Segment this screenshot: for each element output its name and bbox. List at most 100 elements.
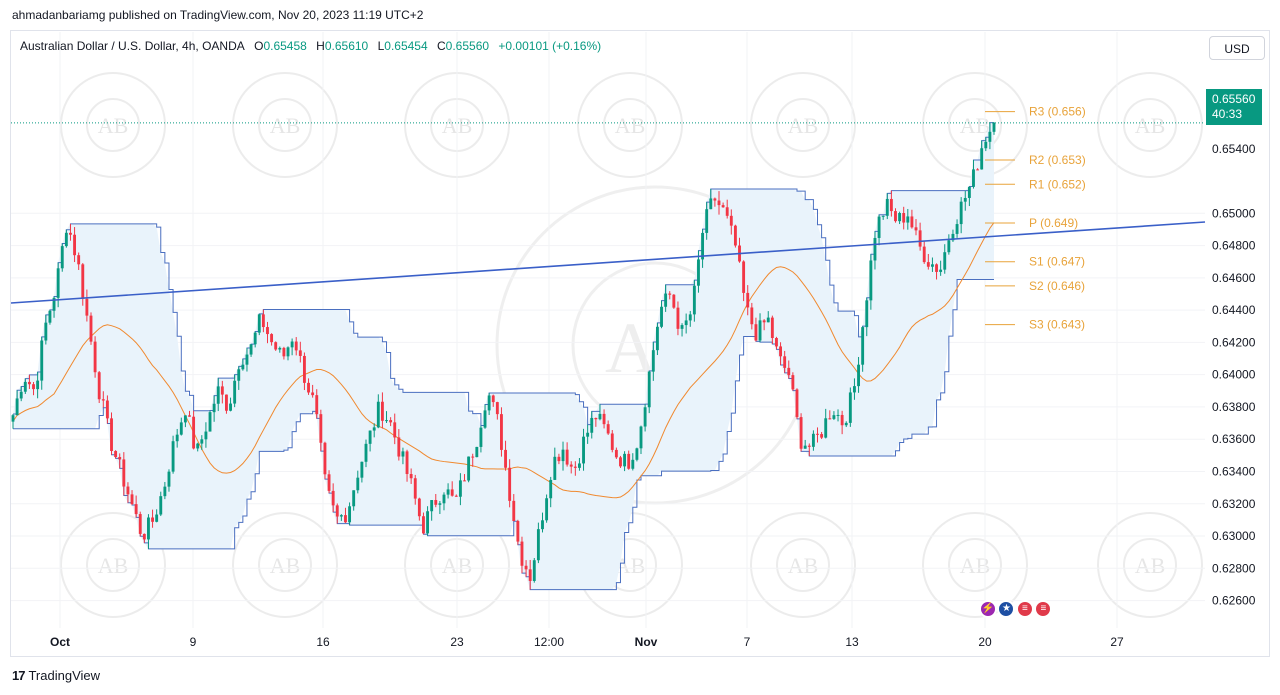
- candle-body: [286, 347, 290, 357]
- symbol-legend: Australian Dollar / U.S. Dollar, 4h, OAN…: [20, 39, 601, 53]
- candle: [623, 451, 627, 472]
- candle: [869, 254, 873, 310]
- aud-flag-icon[interactable]: ★: [997, 600, 1016, 618]
- candle-body: [795, 389, 799, 418]
- candle-body: [335, 505, 339, 517]
- candle: [438, 500, 442, 514]
- candle: [36, 372, 40, 399]
- candle: [463, 474, 466, 482]
- bar-countdown: 40:33: [1212, 107, 1243, 121]
- candle: [906, 208, 910, 230]
- candle: [11, 413, 15, 429]
- candle-body: [602, 413, 606, 425]
- candle-body: [926, 262, 930, 267]
- candle: [520, 536, 524, 574]
- pivot-label: P (0.649): [1029, 216, 1078, 230]
- candle: [992, 122, 996, 135]
- candle-body: [216, 386, 220, 404]
- candle-body: [327, 474, 331, 491]
- candle-body: [52, 297, 56, 311]
- usd-flag-icon[interactable]: ≡: [1015, 600, 1034, 618]
- candle-body: [844, 422, 848, 426]
- candle: [705, 202, 709, 240]
- published-by-line: ahmadanbariamg published on TradingView.…: [12, 8, 424, 22]
- candle: [167, 469, 171, 492]
- candle: [307, 378, 310, 395]
- candle-body: [401, 451, 405, 457]
- lightning-icon[interactable]: ⚡: [979, 600, 997, 618]
- candle-body: [676, 307, 680, 329]
- change-value: +0.00101 (+0.16%): [498, 39, 602, 53]
- candle-body: [19, 391, 23, 399]
- candle-body: [635, 448, 639, 460]
- watermark-seal: [750, 72, 856, 178]
- candle: [446, 483, 450, 499]
- candle: [508, 459, 512, 508]
- candle-body: [614, 449, 618, 458]
- candle: [405, 449, 409, 482]
- watermark-seal-inner: [1123, 538, 1177, 592]
- candle: [495, 401, 499, 420]
- candle-body: [643, 407, 647, 427]
- candle: [955, 219, 959, 238]
- candle-body: [446, 489, 450, 495]
- candle: [93, 336, 97, 378]
- price-axis: 0.65000 0.64800 0.64600 0.64400 0.64200 0.640…: [1212, 142, 1256, 608]
- candle: [397, 429, 401, 461]
- candle-body: [138, 514, 142, 534]
- candle-body: [495, 402, 499, 415]
- pivot-levels: R3 (0.656) R2 (0.653) R1 (0.652) P (0.649) S…: [985, 105, 1086, 332]
- watermark-seal-inner: [948, 538, 1002, 592]
- candle: [274, 341, 278, 351]
- candle-body: [651, 350, 655, 372]
- candle-body: [11, 415, 15, 422]
- candle-body: [619, 457, 622, 467]
- candle-body: [889, 198, 893, 212]
- price-tick-label: 0.65400: [1212, 142, 1256, 156]
- candle: [832, 411, 836, 421]
- candle-body: [192, 416, 196, 449]
- candle: [898, 211, 902, 225]
- candle: [635, 447, 639, 462]
- candle-body: [110, 418, 113, 452]
- candle: [467, 456, 471, 483]
- watermark-seal: [232, 512, 338, 618]
- watermark-seal: [922, 512, 1028, 618]
- candle-body: [364, 443, 368, 462]
- event-badges[interactable]: ⚡ ★ ≡ ≡: [979, 600, 1053, 618]
- chart-pane[interactable]: [10, 30, 1270, 657]
- candle: [344, 507, 347, 523]
- candle: [984, 137, 988, 152]
- candle: [614, 447, 618, 459]
- candle-body: [134, 504, 138, 515]
- candle-body: [586, 432, 590, 437]
- candle: [676, 301, 680, 336]
- candle: [820, 431, 824, 440]
- currency-button[interactable]: USD: [1209, 36, 1265, 60]
- candle: [536, 522, 540, 564]
- candle-body: [454, 495, 458, 497]
- price-tick-label: 0.63800: [1212, 400, 1256, 414]
- candle: [750, 302, 754, 330]
- candle: [294, 337, 298, 356]
- watermark-logo: AB: [98, 553, 129, 578]
- candle: [183, 415, 187, 428]
- candle-body: [610, 433, 614, 450]
- candle-body: [664, 293, 668, 307]
- candle-body: [430, 500, 434, 512]
- candle: [487, 393, 491, 415]
- candle-body: [208, 412, 212, 432]
- candle: [811, 430, 815, 451]
- tradingview-logo[interactable]: 17 TradingView: [12, 668, 100, 683]
- candle: [298, 341, 302, 363]
- channel-basis-line: [12, 222, 995, 499]
- watermark-seal: [60, 72, 166, 178]
- candle: [171, 435, 175, 474]
- candle-body: [627, 453, 631, 469]
- candle-body: [233, 380, 237, 404]
- usd-flag-icon[interactable]: ≡: [1034, 600, 1053, 618]
- candle-body: [910, 216, 914, 228]
- candle: [200, 435, 204, 451]
- watermark-seal: [232, 72, 338, 178]
